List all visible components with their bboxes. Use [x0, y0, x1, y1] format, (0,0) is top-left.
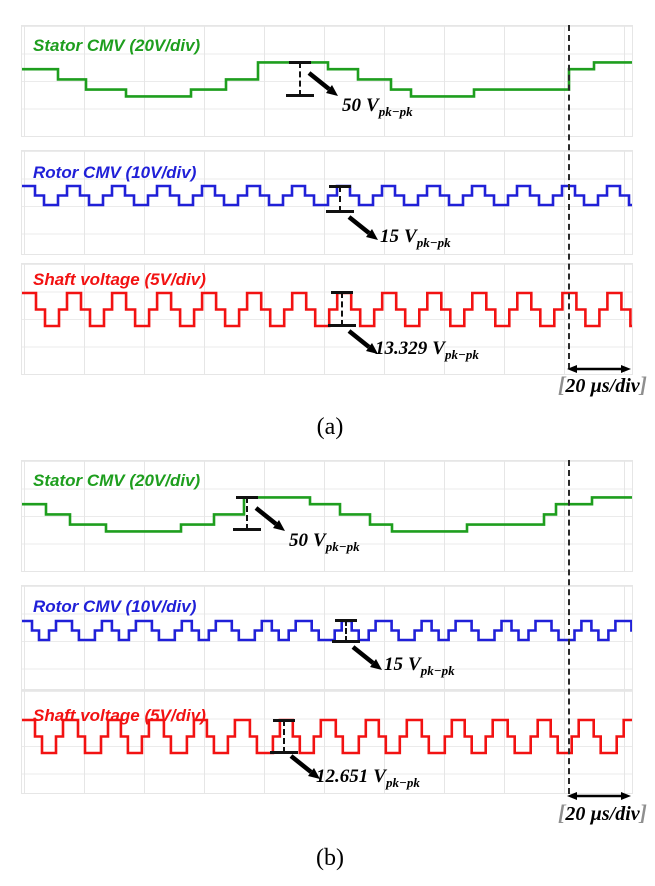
pointer-arrow-icon [347, 329, 378, 354]
plot-a-rotor [21, 150, 633, 255]
pkpk-annotation-rotor-a: 15 Vpk−pk [380, 226, 451, 250]
pkpk-marker-stator-a [286, 61, 314, 97]
pkpk-value: 15 [384, 654, 403, 675]
pkpk-unit: V [313, 530, 326, 551]
pkpk-annotation-stator-b: 50 Vpk−pk [289, 530, 360, 554]
pkpk-unit: V [366, 95, 379, 116]
pkpk-subscript: pk−pk [378, 103, 413, 119]
stator-waveform-b [22, 496, 632, 533]
bracket-open: [ [558, 372, 566, 397]
marker-cap-icon [328, 324, 356, 327]
pkpk-subscript: pk−pk [385, 774, 420, 790]
time-per-div: 20 µs/div [565, 803, 640, 825]
marker-cap-icon [233, 528, 261, 531]
marker-dash-icon [299, 62, 301, 96]
pkpk-annotation-rotor-b: 15 Vpk−pk [384, 654, 455, 678]
trace-label-rotor-b: Rotor CMV (10V/div) [33, 597, 197, 616]
pkpk-subscript: pk−pk [420, 662, 455, 678]
pkpk-value: 13.329 [375, 338, 428, 359]
plot-b-stator [21, 460, 633, 572]
time-scale-label-b: [20 µs/div] [535, 800, 647, 826]
pointer-arrow-icon [254, 506, 285, 531]
pkpk-value: 50 [289, 530, 308, 551]
pkpk-subscript: pk−pk [325, 538, 360, 554]
plot-a-shaft [21, 263, 633, 375]
bracket-open: [ [558, 800, 566, 825]
pkpk-unit: V [408, 654, 421, 675]
pointer-arrow-icon [351, 645, 382, 670]
pkpk-annotation-shaft-a: 13.329 Vpk−pk [375, 338, 479, 362]
trace-label-rotor-a: Rotor CMV (10V/div) [33, 163, 197, 182]
pkpk-value: 50 [342, 95, 361, 116]
trace-label-stator-a: Stator CMV (20V/div) [33, 36, 201, 55]
marker-cap-icon [326, 210, 354, 213]
stator-waveform-a [22, 61, 632, 98]
marker-dash-icon [345, 620, 347, 642]
rotor-waveform-b [22, 619, 632, 642]
pkpk-marker-stator-b [233, 496, 261, 531]
shaft-waveform-a [22, 291, 632, 328]
marker-dash-icon [246, 497, 248, 530]
pointer-arrow-icon [307, 71, 338, 96]
pkpk-unit: V [404, 226, 417, 247]
pkpk-marker-rotor-b [332, 619, 360, 643]
pkpk-subscript: pk−pk [444, 346, 479, 362]
plot-a-stator [21, 25, 633, 137]
pkpk-value: 12.651 [316, 766, 369, 787]
caption-b: (b) [316, 845, 344, 871]
bracket-close: ] [639, 800, 647, 825]
cursor-dashed-line-b [568, 460, 570, 794]
pkpk-unit: V [373, 766, 386, 787]
caption-a: (a) [316, 414, 344, 440]
cursor-dashed-line-a [568, 25, 570, 369]
trace-label-shaft-a: Shaft voltage (5V/div) [33, 270, 206, 289]
pkpk-annotation-shaft-b: 12.651 Vpk−pk [316, 766, 420, 790]
pointer-arrow-icon [289, 754, 320, 779]
marker-cap-icon [286, 94, 314, 97]
marker-dash-icon [339, 186, 341, 212]
pkpk-marker-shaft-b [270, 719, 298, 754]
pkpk-marker-shaft-a [328, 291, 356, 327]
pkpk-unit: V [432, 338, 445, 359]
marker-cap-icon [270, 751, 298, 754]
trace-label-stator-b: Stator CMV (20V/div) [33, 471, 201, 490]
double-arrow-icon [567, 365, 631, 373]
double-arrow-icon [567, 792, 631, 800]
time-scale-label-a: [20 µs/div] [535, 372, 647, 398]
time-per-div: 20 µs/div [565, 375, 640, 397]
pkpk-annotation-stator-a: 50 Vpk−pk [342, 95, 413, 119]
bracket-close: ] [639, 372, 647, 397]
marker-cap-icon [332, 640, 360, 643]
plot-b-shaft [21, 690, 633, 794]
shaft-waveform-b [22, 718, 632, 755]
rotor-waveform-a [22, 184, 632, 207]
pointer-arrow-icon [347, 215, 378, 240]
trace-label-shaft-b: Shaft voltage (5V/div) [33, 706, 206, 725]
marker-dash-icon [283, 720, 285, 753]
marker-dash-icon [341, 292, 343, 326]
plot-b-rotor [21, 585, 633, 690]
pkpk-marker-rotor-a [326, 185, 354, 213]
pkpk-subscript: pk−pk [416, 234, 451, 250]
pkpk-value: 15 [380, 226, 399, 247]
